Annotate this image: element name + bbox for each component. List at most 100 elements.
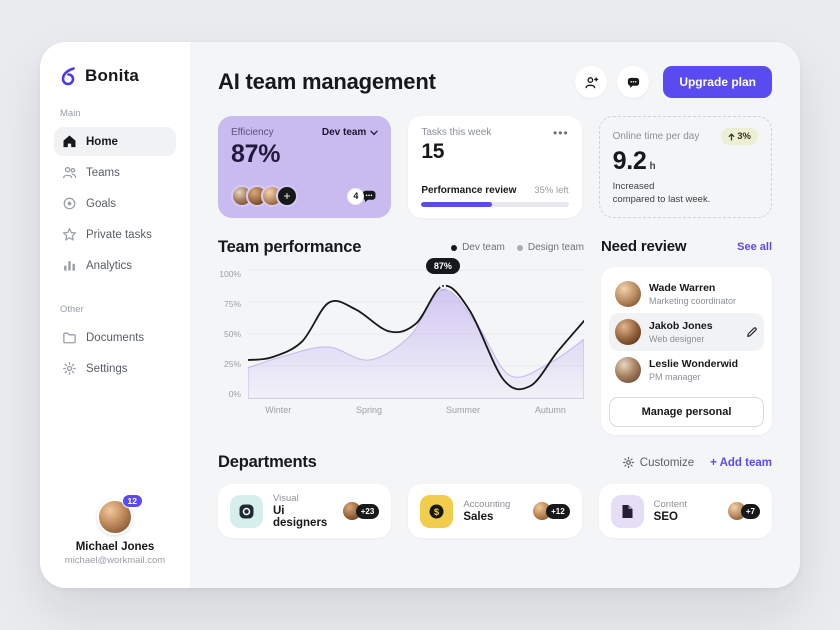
chart-tooltip: 87% <box>425 257 460 274</box>
sidebar-item-label: Settings <box>86 362 128 375</box>
app-name: Bonita <box>85 66 140 85</box>
chat-button[interactable] <box>617 66 650 98</box>
progress-fill <box>421 202 493 207</box>
efficiency-card: Efficiency Dev team 87% + 4 <box>218 116 392 218</box>
person-name: Jakob Jones <box>649 320 713 333</box>
person-role: PM manager <box>649 371 701 382</box>
progress-bar <box>421 202 569 207</box>
accounting-department-icon: $ <box>420 494 454 528</box>
department-card-accounting[interactable]: $ Accounting Sales +12 <box>408 484 582 538</box>
department-name: SEO <box>653 511 678 523</box>
departments-row: Visual Ui designers +23 $ Accounting Sal… <box>218 484 772 538</box>
main-content: AI team management Upgrade plan Efficien… <box>190 42 800 588</box>
user-avatar <box>97 499 133 535</box>
sidebar-item-teams[interactable]: Teams <box>54 158 176 187</box>
team-select-dropdown[interactable]: Dev team <box>322 127 378 138</box>
efficiency-label: Efficiency <box>231 127 274 138</box>
member-count-badge: +23 <box>355 503 380 519</box>
person-name: Leslie Wonderwid <box>649 358 739 371</box>
edit-pencil-icon[interactable] <box>746 326 758 338</box>
bonita-logo-icon <box>58 66 78 86</box>
user-name: Michael Jones <box>75 541 155 553</box>
see-all-link[interactable]: See all <box>737 240 772 253</box>
legend-dot <box>516 244 523 251</box>
add-team-link[interactable]: + Add team <box>710 456 772 469</box>
svg-text:$: $ <box>434 507 440 518</box>
sidebar-item-documents[interactable]: Documents <box>54 323 176 352</box>
chart-y-axis: 100% 75% 50% 25% 0% <box>219 269 241 399</box>
stats-row: Efficiency Dev team 87% + 4 <box>218 116 772 218</box>
user-profile[interactable]: 12 Michael Jones michael@workmail.com <box>54 494 176 568</box>
efficiency-value: 87% <box>231 140 281 168</box>
bar-chart-icon <box>62 258 77 273</box>
team-avatars: + <box>231 185 298 207</box>
notification-badge: 12 <box>121 494 143 508</box>
tasks-value: 15 <box>421 140 445 163</box>
app-window: Bonita Main Home Teams Goals Private t <box>40 42 800 588</box>
legend-design-team: Design team <box>516 242 584 253</box>
online-label: Online time per day <box>612 131 700 142</box>
logo: Bonita <box>54 66 176 86</box>
performance-title: Team performance <box>218 238 362 256</box>
message-count: 4 <box>347 187 365 205</box>
team-performance-section: Team performance Dev team Design team <box>218 238 584 435</box>
sidebar-item-analytics[interactable]: Analytics <box>54 251 176 280</box>
department-members: +7 <box>726 501 760 521</box>
sidebar-item-label: Teams <box>86 166 120 179</box>
add-member-button[interactable]: + <box>276 185 298 207</box>
upgrade-plan-button[interactable]: Upgrade plan <box>663 66 772 98</box>
departments-section: Departments Customize + Add team <box>218 453 772 538</box>
online-time-card: Online time per day 3% 9.2 h Increased c… <box>598 116 772 218</box>
list-item[interactable]: Leslie Wonderwid PM manager <box>609 351 764 389</box>
chat-count[interactable]: 4 <box>347 187 378 205</box>
visual-department-icon <box>230 494 263 528</box>
department-category: Content <box>653 499 687 510</box>
task-remaining: 35% left <box>534 185 569 196</box>
departments-title: Departments <box>218 453 317 471</box>
users-icon <box>62 165 77 180</box>
legend-dot <box>451 244 458 251</box>
page-header: AI team management Upgrade plan <box>218 66 772 98</box>
content-department-icon <box>610 494 644 528</box>
folder-icon <box>62 330 77 345</box>
avatar <box>615 281 641 307</box>
department-members: +12 <box>532 501 570 521</box>
sidebar-item-label: Home <box>86 135 118 148</box>
performance-chart: 100% 75% 50% 25% 0% <box>218 257 584 399</box>
chart-svg <box>248 269 584 399</box>
chat-bubble-icon <box>360 187 378 205</box>
review-card: Wade Warren Marketing coordinator Jakob … <box>601 267 772 435</box>
person-role: Marketing coordinator <box>649 295 737 306</box>
department-category: Accounting <box>463 499 511 510</box>
sidebar-item-settings[interactable]: Settings <box>54 354 176 383</box>
add-user-button[interactable] <box>575 66 608 98</box>
sidebar-item-label: Private tasks <box>86 228 152 241</box>
list-item[interactable]: Jakob Jones Web designer <box>609 313 764 351</box>
review-title: Need review <box>601 238 687 255</box>
nav-section-other: Other <box>60 304 84 315</box>
manage-personal-button[interactable]: Manage personal <box>609 397 764 427</box>
sidebar-item-goals[interactable]: Goals <box>54 189 176 218</box>
tasks-label: Tasks this week <box>421 127 492 138</box>
home-icon <box>62 134 77 149</box>
delta-badge: 3% <box>721 128 758 145</box>
tasks-card: Tasks this week ••• 15 Performance revie… <box>408 116 582 218</box>
customize-button[interactable]: Customize <box>622 456 694 469</box>
target-icon <box>62 196 77 211</box>
department-card-content[interactable]: Content SEO +7 <box>598 484 772 538</box>
legend-dev-team: Dev team <box>451 242 505 253</box>
sidebar: Bonita Main Home Teams Goals Private t <box>40 42 190 588</box>
sidebar-item-home[interactable]: Home <box>54 127 176 156</box>
chart-legend: Dev team Design team <box>451 242 584 253</box>
department-members: +23 <box>341 501 380 521</box>
avatar <box>615 319 641 345</box>
chart-x-axis: Winter Spring Summer Autumn <box>265 405 566 415</box>
department-card-visual[interactable]: Visual Ui designers +23 <box>218 484 392 538</box>
list-item[interactable]: Wade Warren Marketing coordinator <box>609 275 764 313</box>
more-menu-button[interactable]: ••• <box>553 125 569 140</box>
chart-plot-area: 87% <box>248 257 584 399</box>
sidebar-item-label: Documents <box>86 331 145 344</box>
task-name: Performance review <box>421 185 517 196</box>
sidebar-item-private-tasks[interactable]: Private tasks <box>54 220 176 249</box>
gear-icon <box>622 456 635 469</box>
